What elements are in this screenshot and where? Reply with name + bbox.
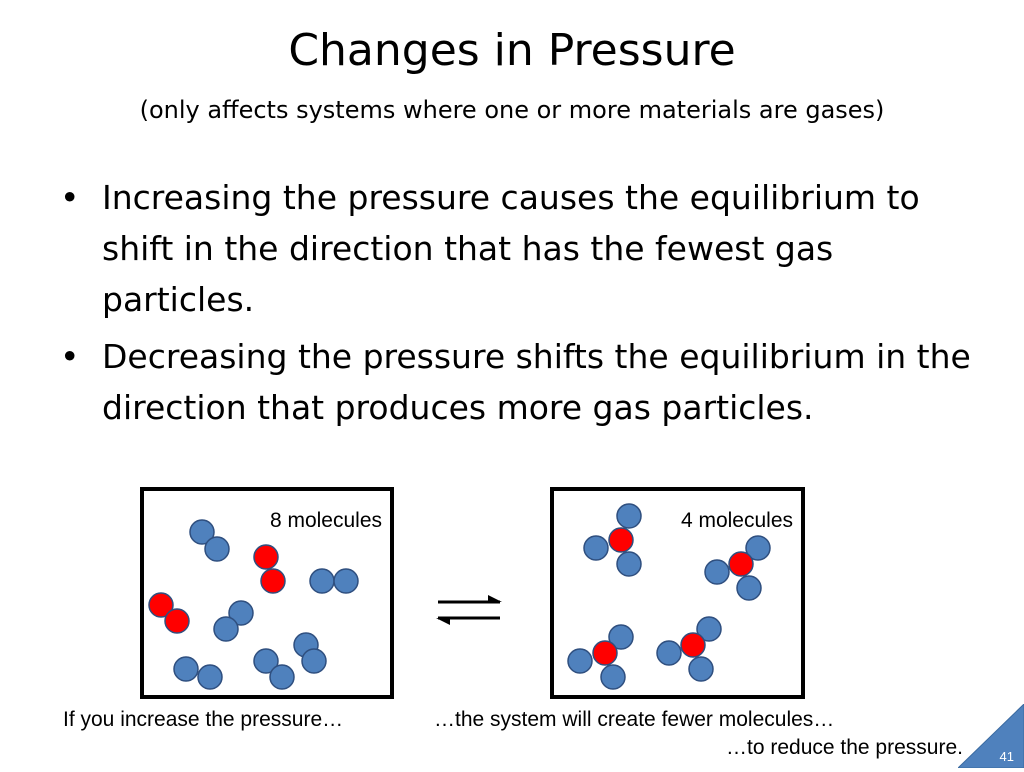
- atom-blue: [269, 664, 295, 690]
- atom-blue: [745, 535, 771, 561]
- atom-blue: [173, 656, 199, 682]
- atom-red: [608, 527, 634, 553]
- bullet-item: • Decreasing the pressure shifts the equ…: [58, 331, 978, 433]
- atom-blue: [253, 648, 279, 674]
- atom-red: [680, 632, 706, 658]
- atom-blue: [583, 535, 609, 561]
- product-molecules: [567, 503, 771, 690]
- atom-red: [592, 640, 618, 666]
- atom-blue: [309, 568, 335, 594]
- reactant-molecules: [148, 519, 359, 690]
- atom-blue: [616, 503, 642, 529]
- atom-red: [728, 551, 754, 577]
- caption-right: …to reduce the pressure.: [726, 736, 963, 759]
- product-count-label: 4 molecules: [680, 509, 793, 532]
- atom-blue: [600, 664, 626, 690]
- bullet-list: • Increasing the pressure causes the equ…: [58, 172, 978, 439]
- atom-blue: [189, 519, 215, 545]
- equilibrium-arrows-icon: [436, 595, 502, 625]
- atom-red: [253, 544, 279, 570]
- atom-blue: [696, 616, 722, 642]
- atom-red: [148, 592, 174, 618]
- atom-blue: [301, 648, 327, 674]
- reactant-count-label: 8 molecules: [269, 509, 382, 532]
- slide-subtitle: (only affects systems where one or more …: [139, 96, 885, 124]
- slide-title: Changes in Pressure: [288, 25, 736, 76]
- atom-blue: [204, 536, 230, 562]
- atom-blue: [228, 600, 254, 626]
- atom-blue: [688, 656, 714, 682]
- atom-blue: [213, 616, 239, 642]
- page-number: 41: [999, 749, 1014, 764]
- bullet-marker: •: [60, 337, 80, 376]
- atom-blue: [608, 624, 634, 650]
- atom-red: [260, 568, 286, 594]
- bullet-item: • Increasing the pressure causes the equ…: [58, 172, 978, 325]
- reactant-box: 8 molecules: [140, 487, 394, 699]
- atom-blue: [704, 559, 730, 585]
- bullet-text: Decreasing the pressure shifts the equil…: [102, 337, 971, 427]
- page-corner: 41: [956, 703, 1024, 769]
- caption-left: If you increase the pressure…: [63, 708, 344, 731]
- product-box: 4 molecules: [550, 487, 805, 699]
- bullet-marker: •: [60, 178, 80, 217]
- atom-blue: [567, 648, 593, 674]
- atom-red: [164, 608, 190, 634]
- atom-blue: [736, 575, 762, 601]
- atom-blue: [656, 640, 682, 666]
- atom-blue: [333, 568, 359, 594]
- bullet-text: Increasing the pressure causes the equil…: [102, 178, 920, 319]
- atom-blue: [197, 664, 223, 690]
- caption-middle: …the system will create fewer molecules…: [434, 708, 835, 731]
- atom-blue: [616, 551, 642, 577]
- corner-triangle-icon: [956, 703, 1024, 769]
